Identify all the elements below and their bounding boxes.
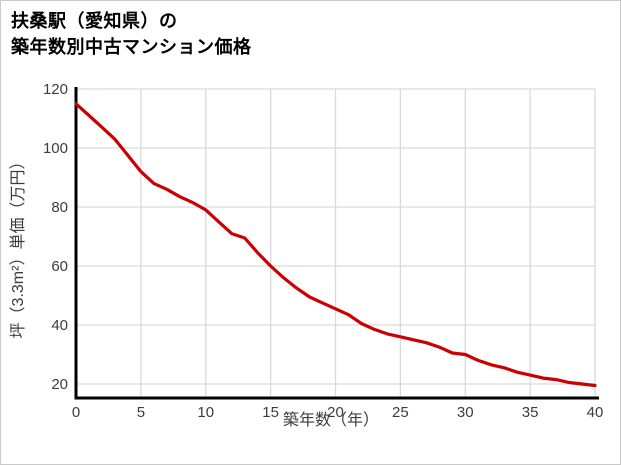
x-axis-label: 築年数（年）: [283, 411, 379, 429]
y-tick-label: 100: [43, 140, 68, 157]
x-tick-label: 30: [457, 404, 474, 421]
x-tick-label: 35: [522, 404, 539, 421]
x-tick-label: 0: [72, 404, 80, 421]
y-tick-label: 120: [43, 81, 68, 98]
x-tick-label: 25: [392, 404, 409, 421]
chart-title-line1: 扶桑駅（愛知県）の: [11, 11, 178, 31]
y-tick-label: 60: [51, 258, 68, 275]
grid-layer: [76, 88, 596, 398]
chart-title: 扶桑駅（愛知県）の 築年数別中古マンション価格: [11, 8, 252, 60]
y-tick-label: 80: [51, 199, 68, 216]
x-tick-label: 40: [587, 404, 604, 421]
price-line-series: [74, 102, 597, 388]
y-tick-label: 20: [51, 376, 68, 393]
x-tick-label: 20: [327, 404, 344, 421]
series-layer: [74, 102, 597, 388]
tick-label-layer: 20 40 60 80 100 120 0 5 10 15 20 25 30 35 40: [43, 81, 603, 421]
x-tick-label: 10: [197, 404, 214, 421]
x-tick-label: 5: [137, 404, 145, 421]
y-tick-label: 40: [51, 317, 68, 334]
chart-title-line2: 築年数別中古マンション価格: [11, 37, 252, 57]
axis-layer: [74, 87, 599, 400]
y-axis-label: 坪（3.3m²）単価（万円）: [9, 154, 27, 339]
x-tick-label: 15: [262, 404, 279, 421]
